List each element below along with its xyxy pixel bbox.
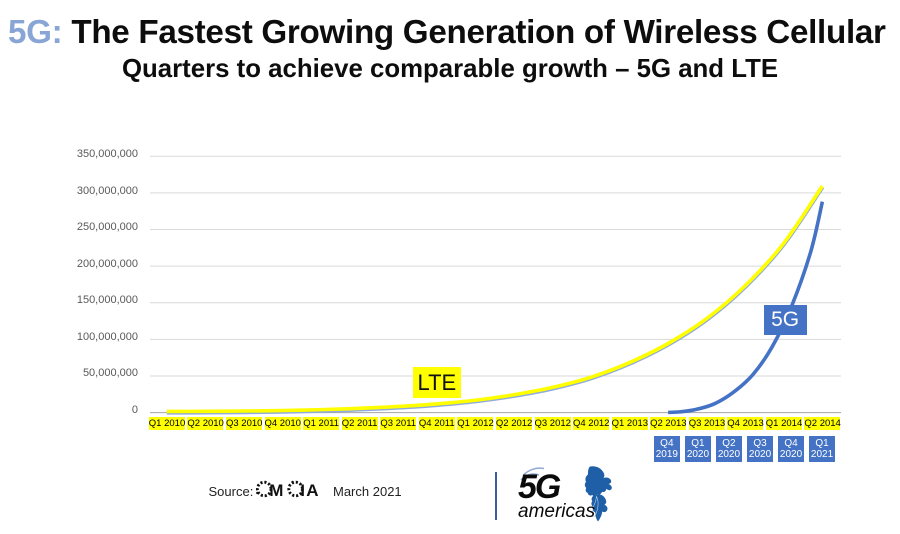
svg-text:A: A bbox=[306, 481, 318, 500]
svg-text:americas: americas bbox=[518, 501, 596, 522]
svg-text:I: I bbox=[300, 481, 305, 500]
svg-text:M: M bbox=[269, 481, 283, 500]
